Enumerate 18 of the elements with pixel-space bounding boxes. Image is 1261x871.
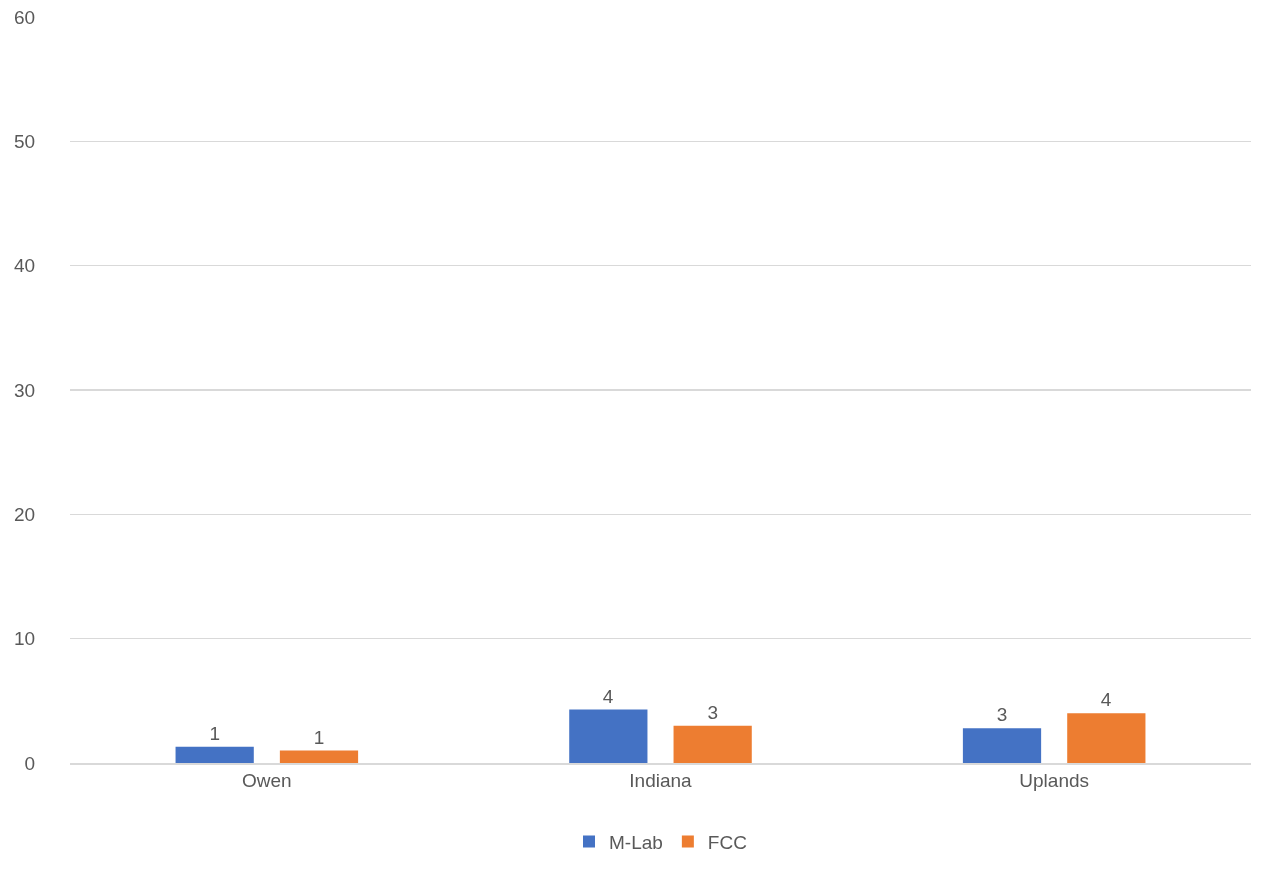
- x-tick-label: Indiana: [629, 770, 693, 792]
- data-label: 3: [996, 704, 1008, 726]
- data-label: 4: [1100, 689, 1112, 711]
- y-tick-label: 50: [14, 130, 36, 152]
- y-tick-label: 0: [24, 752, 36, 774]
- data-label: 4: [602, 685, 614, 707]
- data-label: 1: [313, 726, 325, 748]
- y-tick-label: 20: [14, 503, 36, 525]
- data-label: 1: [209, 722, 220, 744]
- y-tick-label: 40: [14, 255, 36, 277]
- y-tick-label: 60: [14, 6, 36, 28]
- x-tick-label: Owen: [242, 770, 292, 792]
- y-tick-label: 30: [14, 379, 36, 401]
- y-tick-label: 10: [14, 628, 36, 650]
- legend-label: M-Lab: [609, 831, 663, 853]
- x-tick-label: Uplands: [1019, 770, 1090, 792]
- data-label: 3: [707, 701, 718, 723]
- legend-label: FCC: [707, 831, 747, 853]
